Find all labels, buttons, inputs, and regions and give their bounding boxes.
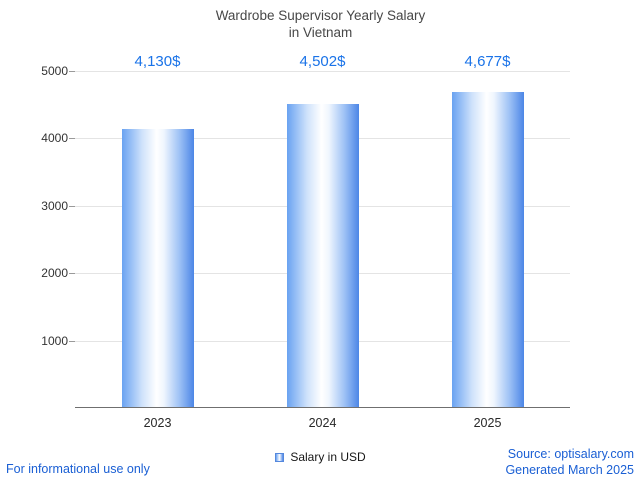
bar — [286, 103, 359, 407]
plot-area — [75, 71, 570, 408]
chart-title-line2: in Vietnam — [288, 25, 353, 40]
legend-swatch-icon — [275, 452, 285, 462]
footer-source-link[interactable]: Source: optisalary.com — [507, 447, 634, 461]
value-label: 4,677$ — [464, 53, 511, 70]
x-tick-label: 2023 — [143, 416, 172, 430]
y-tick-label: 4000 — [41, 131, 68, 146]
value-label: 4,502$ — [299, 53, 346, 70]
x-tick-label: 2024 — [308, 416, 337, 430]
chart-title: Wardrobe Supervisor Yearly Salary in Vie… — [0, 7, 641, 41]
x-axis-row: 2023 2024 2025 — [75, 416, 570, 432]
legend: Salary in USD — [0, 450, 641, 464]
value-label: 4,130$ — [134, 53, 181, 70]
value-labels-row: 4,130$ 4,502$ 4,677$ — [75, 53, 570, 73]
footer-disclaimer: For informational use only — [6, 462, 150, 476]
bar — [451, 91, 524, 407]
y-tick-label: 1000 — [41, 333, 68, 348]
y-tick-label: 3000 — [41, 198, 68, 213]
gridline — [75, 71, 570, 72]
y-tick-label: 2000 — [41, 266, 68, 281]
bar — [121, 128, 194, 407]
x-tick-label: 2025 — [473, 416, 502, 430]
legend-label: Salary in USD — [290, 450, 366, 464]
footer-generated-date: Generated March 2025 — [505, 463, 634, 477]
footer-source-block: Source: optisalary.com Generated March 2… — [505, 446, 634, 478]
x-axis-line — [75, 407, 570, 408]
y-tick-label: 5000 — [41, 64, 68, 78]
chart-title-line1: Wardrobe Supervisor Yearly Salary — [215, 8, 426, 23]
